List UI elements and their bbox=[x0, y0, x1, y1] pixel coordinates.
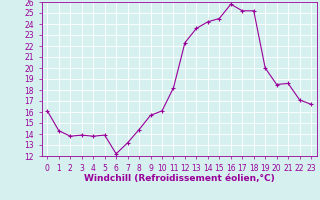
X-axis label: Windchill (Refroidissement éolien,°C): Windchill (Refroidissement éolien,°C) bbox=[84, 174, 275, 183]
